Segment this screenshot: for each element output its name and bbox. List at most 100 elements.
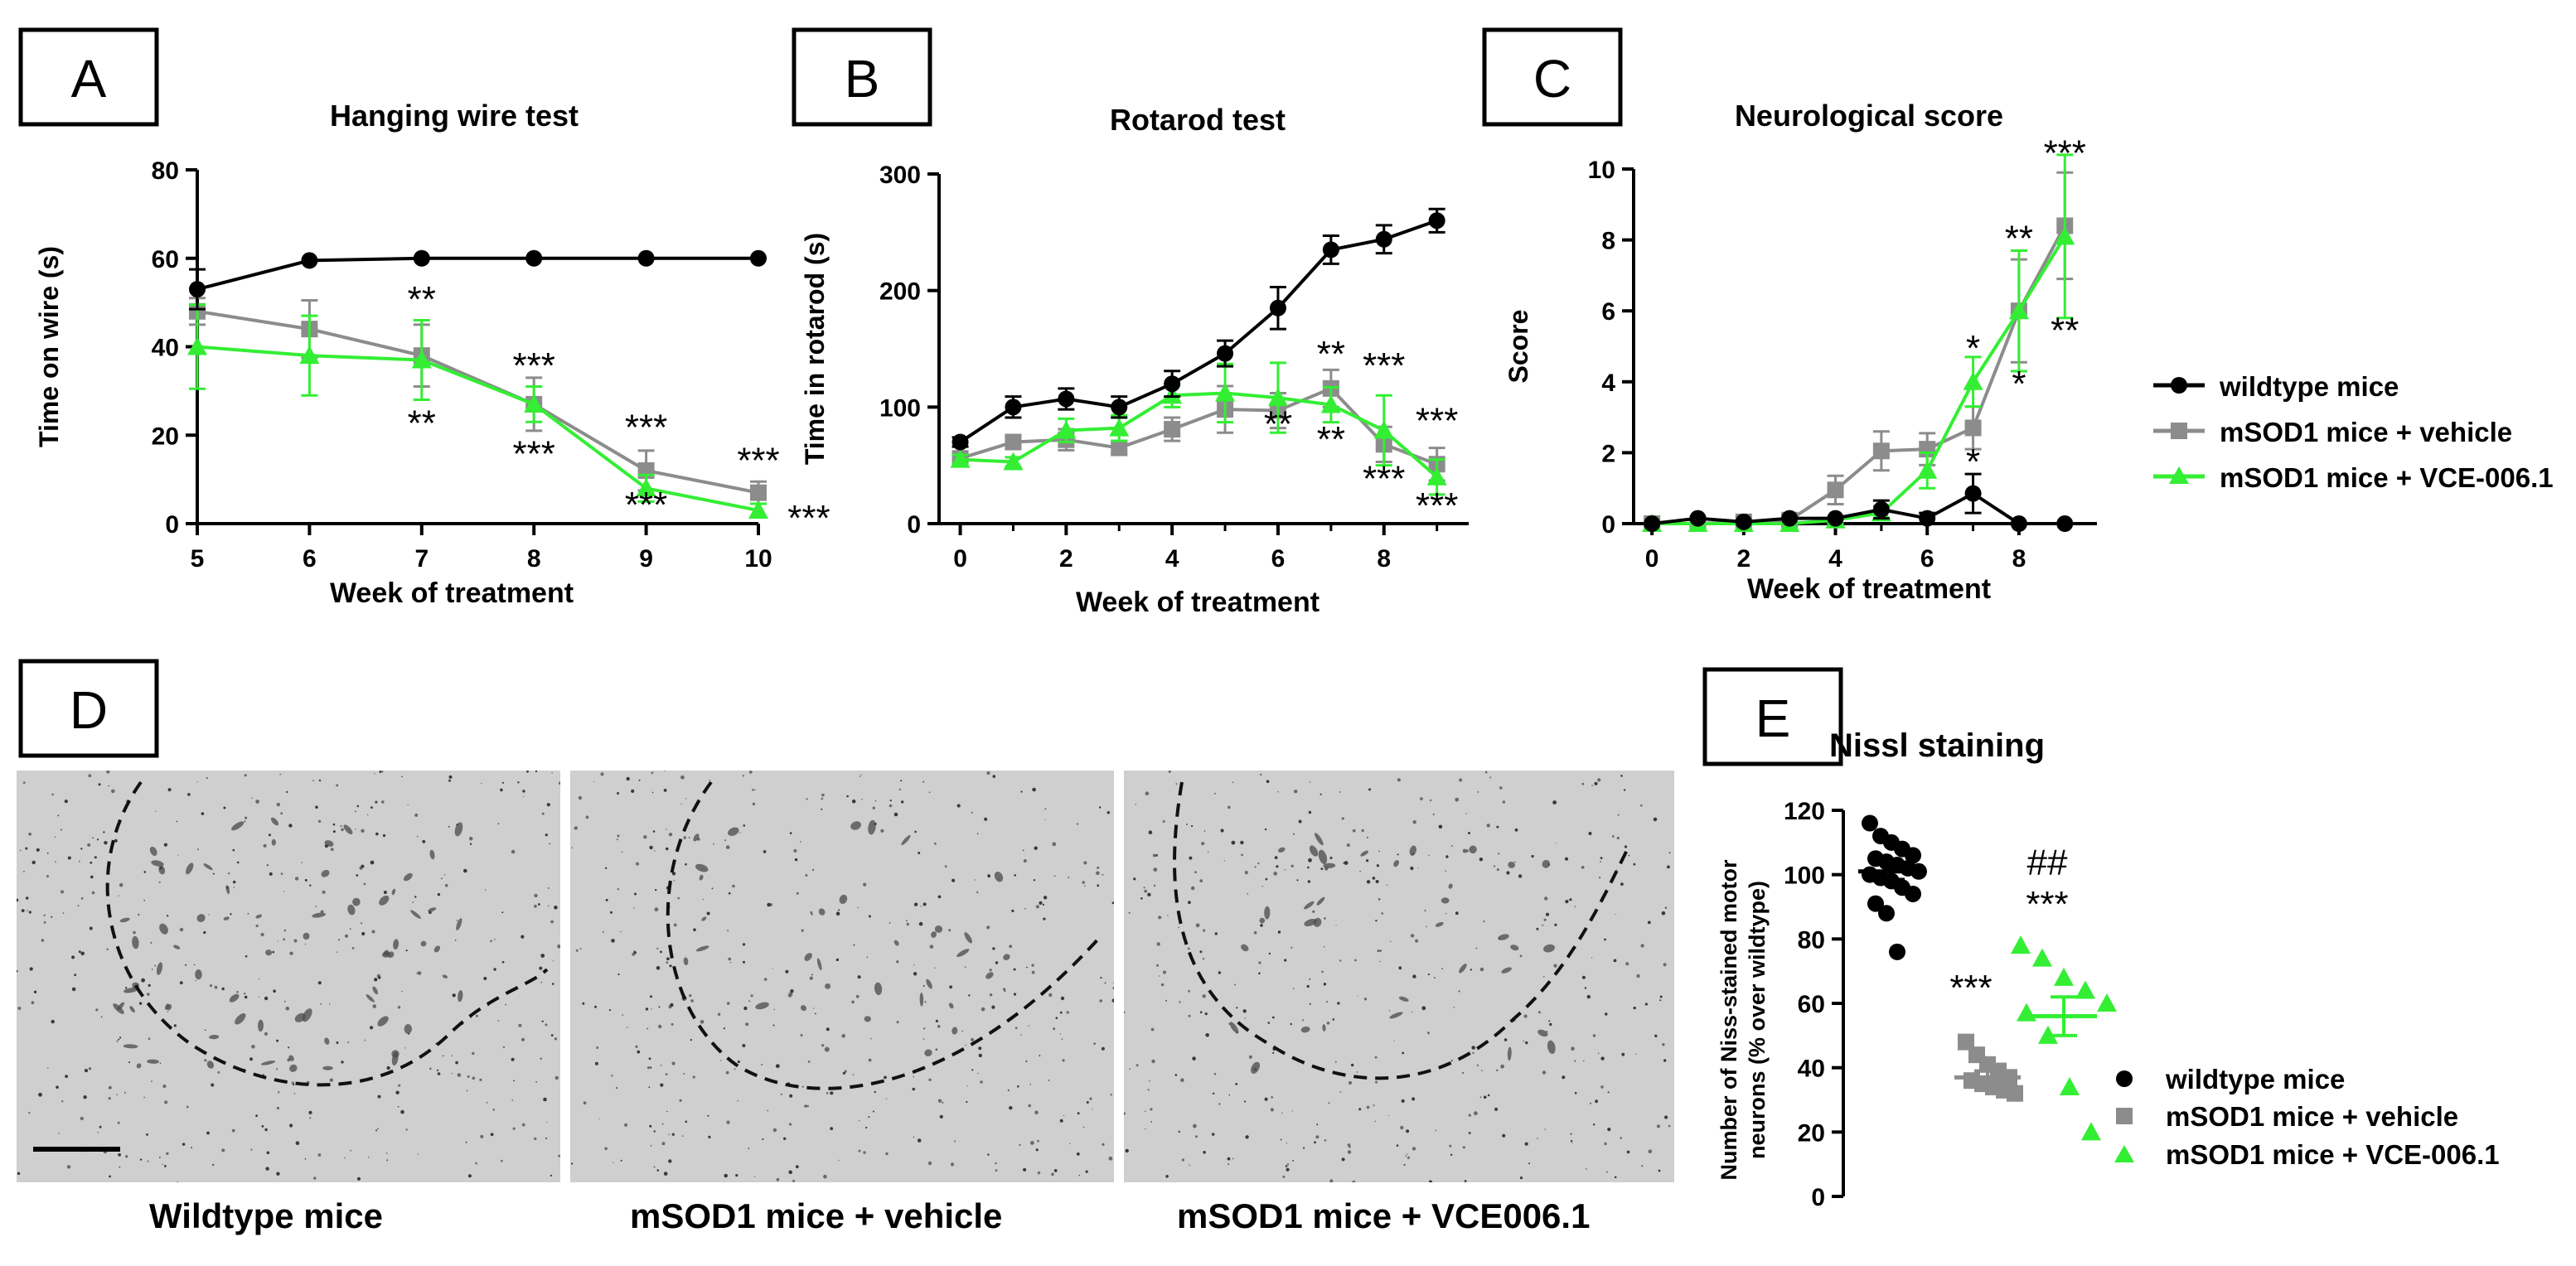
series-line	[1652, 235, 2066, 525]
data-point	[1111, 439, 1128, 457]
tissue-speck	[1102, 874, 1104, 876]
tissue-speck	[1641, 1165, 1644, 1167]
tissue-speck	[776, 1177, 780, 1181]
tissue-speck	[1375, 920, 1378, 922]
tissue-speck	[61, 1100, 64, 1103]
tissue-speck	[467, 1075, 470, 1078]
series-line	[959, 386, 1438, 466]
tissue-speck	[278, 1091, 280, 1094]
tissue-speck	[1055, 1017, 1058, 1019]
tissue-speck	[922, 1038, 925, 1041]
tissue-speck	[666, 957, 670, 961]
tissue-speck	[71, 955, 75, 959]
tissue-speck	[838, 1159, 840, 1162]
tissue-speck	[1445, 855, 1449, 858]
tissue-speck	[472, 1076, 476, 1080]
tissue-speck	[345, 934, 348, 938]
tissue-speck	[680, 775, 685, 780]
neuron-cell	[312, 912, 327, 918]
tissue-speck	[1378, 850, 1380, 853]
tissue-speck	[1048, 993, 1053, 998]
tissue-speck	[179, 927, 184, 932]
tissue-speck	[688, 837, 690, 838]
tissue-speck	[57, 814, 60, 817]
tissue-speck	[1223, 860, 1225, 862]
data-point	[2007, 1085, 2023, 1102]
tissue-speck	[1112, 987, 1114, 989]
tissue-speck	[1397, 853, 1399, 856]
tissue-speck	[1615, 869, 1618, 871]
micrograph-caption-wildtype: Wildtype mice	[149, 1196, 384, 1235]
data-point	[1867, 895, 1884, 912]
tissue-speck	[1244, 871, 1248, 875]
tissue-speck	[1481, 1070, 1483, 1071]
tissue-speck	[1007, 1089, 1010, 1091]
svg-text:D: D	[70, 680, 108, 740]
tissue-speck	[1356, 1071, 1358, 1073]
tissue-speck	[1412, 974, 1416, 978]
tissue-speck	[1276, 865, 1279, 868]
tissue-speck	[1412, 820, 1416, 824]
tissue-speck	[90, 875, 94, 879]
neuron-cell	[1318, 849, 1328, 865]
tissue-speck	[250, 1148, 253, 1151]
tissue-speck	[1286, 1163, 1290, 1166]
tissue-speck	[62, 912, 65, 914]
tissue-speck	[978, 1053, 982, 1058]
tissue-speck	[196, 781, 198, 783]
tissue-speck	[1004, 990, 1006, 992]
tissue-speck	[732, 884, 735, 888]
tissue-speck	[1060, 996, 1065, 1001]
data-point	[1964, 485, 1982, 502]
neuron-cell	[956, 949, 970, 957]
tissue-speck	[937, 895, 942, 899]
tissue-speck	[665, 847, 669, 851]
svg-text:A: A	[71, 49, 107, 109]
tissue-speck	[693, 928, 696, 931]
tissue-speck	[295, 1141, 300, 1145]
tissue-speck	[138, 914, 140, 916]
tissue-speck	[1624, 845, 1628, 848]
legend-bottom-wildtype: wildtype mice	[2116, 1064, 2345, 1094]
data-point	[1005, 399, 1022, 416]
data-point	[2060, 1076, 2080, 1095]
tissue-speck	[26, 896, 29, 900]
tissue-speck	[109, 1175, 111, 1178]
tissue-speck	[159, 1157, 161, 1158]
tissue-speck	[635, 1045, 638, 1048]
y-tick-label: 120	[1784, 798, 1825, 825]
tissue-speck	[858, 1149, 861, 1152]
neuron-cell	[868, 819, 876, 835]
data-point	[1320, 394, 1341, 413]
tissue-speck	[28, 1111, 31, 1114]
data-point	[1964, 419, 1982, 437]
x-axis-label: Week of treatment	[330, 577, 574, 609]
tissue-speck	[128, 1061, 130, 1064]
tissue-speck	[1048, 1080, 1050, 1081]
tissue-speck	[1290, 1022, 1292, 1026]
tissue-speck	[1614, 1176, 1617, 1179]
tissue-speck	[728, 892, 731, 895]
data-point	[1003, 452, 1024, 471]
svg-text:mSOD1 mice + VCE-006.1: mSOD1 mice + VCE-006.1	[2220, 462, 2554, 493]
tissue-speck	[1525, 1041, 1528, 1045]
tissue-speck	[1659, 999, 1662, 1002]
tissue-speck	[554, 1075, 559, 1080]
tissue-speck	[228, 872, 230, 875]
tissue-speck	[1476, 1064, 1479, 1066]
tissue-speck	[611, 1075, 613, 1077]
tissue-speck	[512, 1127, 516, 1130]
tissue-speck	[1339, 1091, 1341, 1093]
tissue-speck	[1459, 778, 1463, 782]
tissue-speck	[683, 1073, 685, 1075]
svg-text:E: E	[1755, 689, 1791, 748]
data-point	[1905, 885, 1921, 902]
tissue-speck	[1149, 1080, 1150, 1082]
tissue-speck	[683, 836, 687, 839]
series-vehicle	[189, 297, 767, 505]
x-tick-label: 7	[414, 545, 429, 573]
tissue-speck	[374, 773, 375, 775]
tissue-speck	[1668, 852, 1671, 854]
tissue-speck	[22, 781, 26, 785]
tissue-speck	[1308, 810, 1312, 814]
